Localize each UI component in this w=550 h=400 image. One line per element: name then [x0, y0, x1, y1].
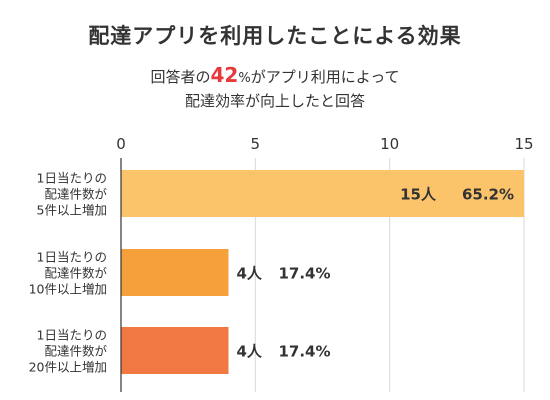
chart-subtitle: 回答者の42%がアプリ利用によって 配達効率が向上したと回答	[0, 64, 550, 113]
subtitle-line-2: 配達効率が向上したと回答	[184, 92, 365, 110]
highlight-unit: %	[238, 71, 251, 86]
bar	[121, 170, 524, 217]
category-label: 1日当たりの	[37, 328, 107, 343]
data-label-count: 4人	[236, 265, 262, 283]
data-label-percent: 17.4%	[278, 343, 330, 361]
data-label-count: 15人	[400, 186, 437, 204]
x-tick-label: 10	[380, 135, 399, 153]
x-tick-label: 0	[116, 135, 126, 153]
category-label: 10件以上増加	[29, 282, 107, 297]
bar	[121, 249, 229, 296]
category-label: 1日当たりの	[37, 250, 107, 265]
subtitle-line-1: 回答者の42%がアプリ利用によって	[0, 64, 550, 90]
data-label-percent: 65.2%	[462, 186, 514, 204]
category-label: 配達件数が	[44, 266, 107, 281]
data-label-percent: 17.4%	[278, 265, 330, 283]
category-label: 1日当たりの	[37, 171, 107, 186]
bar	[121, 327, 229, 374]
category-label: 配達件数が	[44, 187, 107, 202]
highlight-number: 42	[210, 63, 239, 87]
subtitle-suffix: がアプリ利用によって	[250, 68, 400, 86]
x-tick-label: 15	[514, 135, 533, 153]
chart-title: 配達アプリを利用したことによる効果	[88, 24, 462, 48]
subtitle-prefix: 回答者の	[150, 68, 211, 86]
category-label: 20件以上増加	[29, 360, 107, 375]
category-label: 配達件数が	[44, 344, 107, 359]
data-label-count: 4人	[236, 343, 262, 361]
x-tick-label: 5	[251, 135, 261, 153]
category-label: 5件以上増加	[37, 203, 107, 218]
